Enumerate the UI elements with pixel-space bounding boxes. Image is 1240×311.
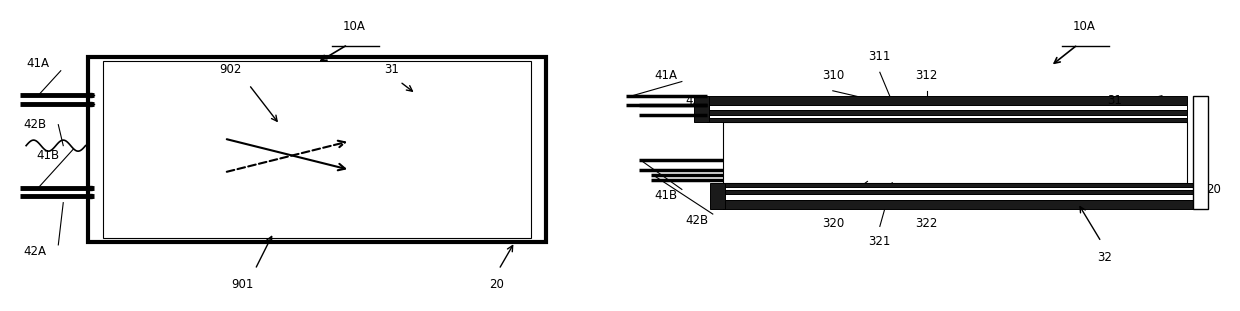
Text: 42B: 42B <box>24 118 47 131</box>
Text: 32: 32 <box>1097 251 1112 264</box>
Text: 41A: 41A <box>655 69 677 82</box>
Bar <box>723 187 1193 190</box>
Text: 10A: 10A <box>1073 20 1095 33</box>
Bar <box>707 110 1187 115</box>
Text: 41B: 41B <box>655 189 678 202</box>
Bar <box>723 183 1193 187</box>
Text: 321: 321 <box>869 235 892 248</box>
Bar <box>723 200 1193 209</box>
Text: 20: 20 <box>489 278 503 291</box>
Text: 41A: 41A <box>26 57 50 70</box>
Bar <box>707 105 1187 110</box>
Bar <box>88 57 546 242</box>
Bar <box>707 96 1187 105</box>
Bar <box>723 194 1193 200</box>
Bar <box>707 115 1187 118</box>
Text: 312: 312 <box>915 69 937 82</box>
Text: 42A: 42A <box>686 94 708 107</box>
Text: 310: 310 <box>822 69 844 82</box>
Bar <box>707 118 1187 122</box>
Text: 902: 902 <box>219 63 242 76</box>
Text: 42B: 42B <box>686 214 709 227</box>
Text: 41B: 41B <box>36 149 60 162</box>
Text: 20: 20 <box>1207 183 1221 196</box>
Text: 322: 322 <box>915 217 937 230</box>
Text: 10A: 10A <box>342 20 366 33</box>
Bar <box>723 190 1193 194</box>
Text: 311: 311 <box>869 50 892 63</box>
Text: 42A: 42A <box>24 244 47 258</box>
Bar <box>723 122 1187 183</box>
Bar <box>1193 96 1208 209</box>
Text: 320: 320 <box>822 217 844 230</box>
Bar <box>103 61 531 238</box>
Bar <box>711 183 725 209</box>
Text: 901: 901 <box>232 278 254 291</box>
Text: 31: 31 <box>1107 94 1122 107</box>
Text: 31: 31 <box>383 63 398 76</box>
Bar <box>694 96 709 122</box>
